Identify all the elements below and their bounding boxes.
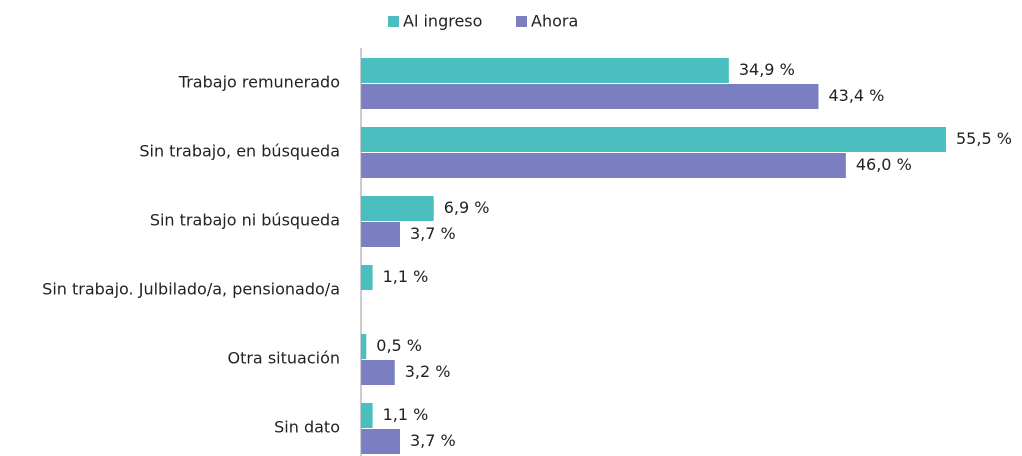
bar bbox=[361, 360, 395, 385]
bar bbox=[361, 403, 373, 428]
bar bbox=[361, 196, 434, 221]
value-label: 3,2 % bbox=[405, 362, 451, 381]
value-label: 43,4 % bbox=[828, 86, 884, 105]
bar bbox=[361, 153, 846, 178]
value-label: 6,9 % bbox=[444, 198, 490, 217]
bar bbox=[361, 222, 400, 247]
value-label: 55,5 % bbox=[956, 129, 1012, 148]
bar bbox=[361, 334, 367, 359]
category-label: Otra situación bbox=[227, 349, 340, 368]
category-label: Sin trabajo ni búsqueda bbox=[150, 211, 340, 230]
value-label: 34,9 % bbox=[739, 60, 795, 79]
category-label: Sin trabajo, en búsqueda bbox=[139, 142, 340, 161]
value-label: 3,7 % bbox=[410, 224, 456, 243]
value-label: 1,1 % bbox=[383, 405, 429, 424]
legend-label: Al ingreso bbox=[403, 12, 482, 31]
legend-label: Ahora bbox=[531, 12, 578, 31]
value-label: 1,1 % bbox=[383, 267, 429, 286]
bar bbox=[361, 429, 400, 454]
value-label: 3,7 % bbox=[410, 431, 456, 450]
category-label: Trabajo remunerado bbox=[178, 73, 340, 92]
value-label: 46,0 % bbox=[856, 155, 912, 174]
category-label: Sin trabajo. Julbilado/a, pensionado/a bbox=[42, 280, 340, 299]
category-label: Sin dato bbox=[274, 418, 340, 437]
bar bbox=[361, 127, 946, 152]
legend-swatch bbox=[388, 16, 399, 27]
bar bbox=[361, 265, 373, 290]
bar bbox=[361, 58, 729, 83]
legend-swatch bbox=[516, 16, 527, 27]
bar bbox=[361, 84, 819, 109]
value-label: 0,5 % bbox=[376, 336, 422, 355]
